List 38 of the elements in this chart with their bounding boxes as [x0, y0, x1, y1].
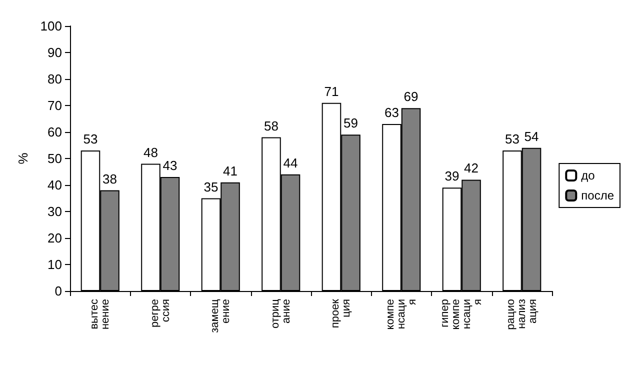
- y-tick-label: 50: [48, 151, 62, 166]
- x-tick-label: рационализация: [504, 298, 539, 330]
- data-label: 38: [102, 171, 117, 186]
- x-tick-label: проекция: [330, 298, 353, 328]
- data-label: 48: [144, 144, 158, 160]
- x-tick-label: замещение: [209, 299, 232, 333]
- data-label: 43: [162, 158, 178, 174]
- x-tick-label: компенсация: [384, 298, 418, 330]
- y-tick-label: 90: [48, 45, 62, 60]
- data-label: 69: [404, 89, 418, 104]
- x-tick-label: отрицание: [269, 298, 292, 328]
- y-tick-label: 80: [48, 72, 62, 86]
- data-label: 42: [464, 160, 478, 176]
- legend-label: после: [581, 188, 614, 202]
- data-label: 53: [83, 132, 98, 147]
- y-tick-label: 100: [40, 18, 62, 34]
- y-tick-label: 60: [48, 124, 62, 140]
- x-tick-label: регрессия: [148, 298, 172, 328]
- y-tick-label: 70: [48, 98, 62, 113]
- data-label: 58: [264, 118, 278, 134]
- y-tick-label: 30: [48, 204, 62, 219]
- data-label: 35: [204, 179, 218, 194]
- y-tick-label: 0: [54, 284, 62, 298]
- y-tick-label: 10: [48, 257, 62, 272]
- data-label: 59: [344, 116, 358, 131]
- legend-label: до: [581, 168, 596, 182]
- data-label: 53: [505, 132, 520, 147]
- data-label: 41: [223, 163, 238, 178]
- y-tick-label: 20: [48, 230, 62, 246]
- data-label: 63: [384, 105, 399, 120]
- data-label: 44: [283, 155, 298, 170]
- y-axis-title: %: [15, 152, 30, 164]
- data-label: 39: [444, 168, 460, 184]
- data-label: 71: [324, 84, 339, 99]
- data-label: 54: [524, 128, 539, 144]
- x-tick-label: гиперкомпенсация: [439, 298, 484, 330]
- y-tick-label: 40: [48, 178, 62, 192]
- x-tick-label: вытеснение: [88, 298, 112, 330]
